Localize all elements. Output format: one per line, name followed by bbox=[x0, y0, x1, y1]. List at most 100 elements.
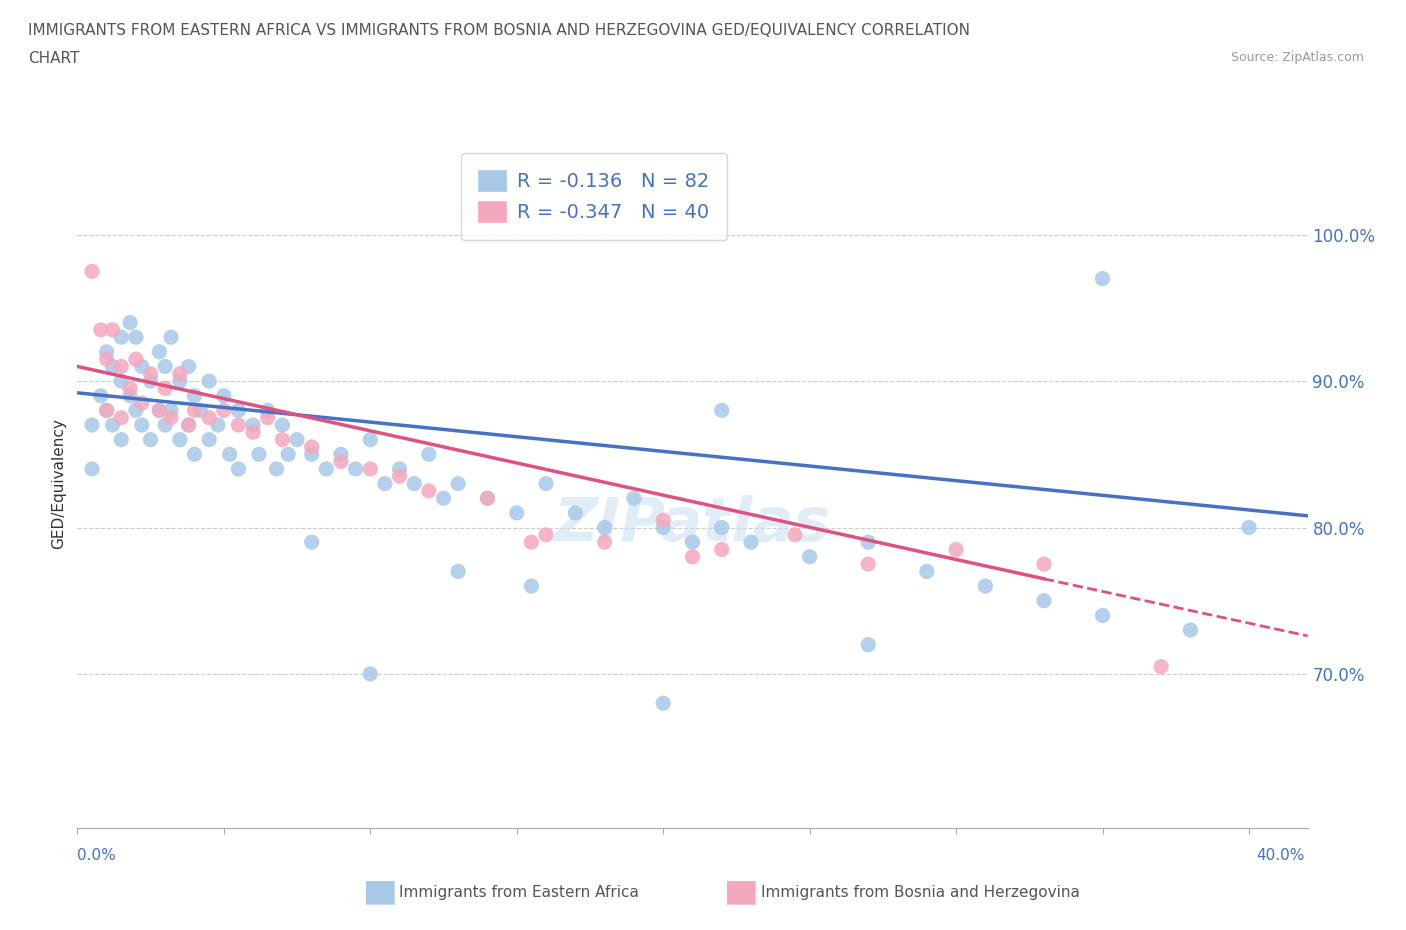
Point bbox=[125, 330, 148, 345]
Point bbox=[1091, 608, 1114, 623]
Point bbox=[534, 527, 557, 542]
Point bbox=[242, 425, 264, 440]
Point bbox=[198, 410, 221, 425]
Point bbox=[520, 578, 543, 593]
Point bbox=[90, 323, 112, 338]
Text: IMMIGRANTS FROM EASTERN AFRICA VS IMMIGRANTS FROM BOSNIA AND HERZEGOVINA GED/EQU: IMMIGRANTS FROM EASTERN AFRICA VS IMMIGR… bbox=[28, 23, 970, 38]
Point bbox=[80, 461, 103, 476]
Point bbox=[858, 535, 880, 550]
Point bbox=[374, 476, 396, 491]
Point bbox=[183, 389, 205, 404]
Point bbox=[858, 557, 880, 572]
Legend: R = -0.136   N = 82, R = -0.347   N = 40: R = -0.136 N = 82, R = -0.347 N = 40 bbox=[461, 153, 727, 240]
Point bbox=[212, 403, 235, 418]
Text: 0.0%: 0.0% bbox=[77, 848, 117, 863]
Y-axis label: GED/Equivalency: GED/Equivalency bbox=[51, 418, 66, 549]
Point bbox=[101, 323, 124, 338]
Point bbox=[418, 484, 440, 498]
Point bbox=[447, 564, 470, 578]
Point bbox=[1150, 659, 1173, 674]
Point bbox=[183, 403, 205, 418]
Point bbox=[96, 403, 118, 418]
Point bbox=[1091, 272, 1114, 286]
Point bbox=[359, 461, 381, 476]
Point bbox=[131, 359, 153, 374]
Point bbox=[120, 381, 141, 396]
Point bbox=[125, 352, 148, 366]
Point bbox=[266, 461, 288, 476]
Text: ZIPatlas: ZIPatlas bbox=[554, 496, 831, 554]
Point bbox=[271, 432, 294, 447]
Point bbox=[329, 454, 352, 469]
Point bbox=[915, 564, 938, 578]
Point bbox=[344, 461, 367, 476]
Point bbox=[277, 447, 299, 462]
Point bbox=[110, 359, 132, 374]
Point bbox=[96, 344, 118, 359]
Point bbox=[218, 447, 240, 462]
Point bbox=[160, 330, 183, 345]
Point bbox=[101, 418, 124, 432]
Text: Source: ZipAtlas.com: Source: ZipAtlas.com bbox=[1230, 51, 1364, 64]
Point bbox=[183, 447, 205, 462]
Point bbox=[153, 359, 177, 374]
Point bbox=[120, 315, 141, 330]
Point bbox=[388, 469, 411, 484]
Point bbox=[96, 352, 118, 366]
Point bbox=[148, 403, 170, 418]
Point bbox=[212, 389, 235, 404]
Point bbox=[623, 491, 645, 506]
Point bbox=[301, 447, 323, 462]
Point bbox=[120, 389, 141, 404]
Point bbox=[477, 491, 499, 506]
Point bbox=[710, 542, 733, 557]
Point bbox=[148, 403, 170, 418]
Point bbox=[534, 476, 557, 491]
Point bbox=[404, 476, 426, 491]
Point bbox=[247, 447, 270, 462]
Point bbox=[359, 432, 381, 447]
Point bbox=[740, 535, 762, 550]
Point bbox=[520, 535, 543, 550]
Point bbox=[593, 520, 616, 535]
Point bbox=[974, 578, 997, 593]
Point bbox=[682, 550, 704, 565]
Point bbox=[148, 344, 170, 359]
Point bbox=[1237, 520, 1260, 535]
Point bbox=[652, 696, 675, 711]
Point bbox=[593, 535, 616, 550]
Point bbox=[858, 637, 880, 652]
Point bbox=[271, 418, 294, 432]
Point bbox=[329, 447, 352, 462]
Point bbox=[90, 389, 112, 404]
Point bbox=[80, 418, 103, 432]
Point bbox=[131, 418, 153, 432]
Point bbox=[177, 418, 200, 432]
Point bbox=[198, 432, 221, 447]
Point bbox=[242, 418, 264, 432]
Point bbox=[228, 461, 250, 476]
Point bbox=[228, 418, 250, 432]
Point bbox=[945, 542, 967, 557]
Point bbox=[301, 535, 323, 550]
Point bbox=[169, 432, 191, 447]
Point bbox=[101, 359, 124, 374]
Point bbox=[783, 527, 806, 542]
Point bbox=[1180, 622, 1202, 637]
Point bbox=[110, 330, 132, 345]
Point bbox=[682, 535, 704, 550]
Point bbox=[139, 374, 162, 389]
Point bbox=[188, 403, 212, 418]
Point bbox=[477, 491, 499, 506]
Point bbox=[710, 520, 733, 535]
Text: 40.0%: 40.0% bbox=[1257, 848, 1305, 863]
Point bbox=[285, 432, 308, 447]
Point bbox=[131, 395, 153, 410]
Point bbox=[432, 491, 454, 506]
Point bbox=[153, 418, 177, 432]
Point bbox=[198, 374, 221, 389]
Point bbox=[256, 410, 278, 425]
Point bbox=[418, 447, 440, 462]
Point bbox=[301, 440, 323, 455]
Point bbox=[652, 520, 675, 535]
